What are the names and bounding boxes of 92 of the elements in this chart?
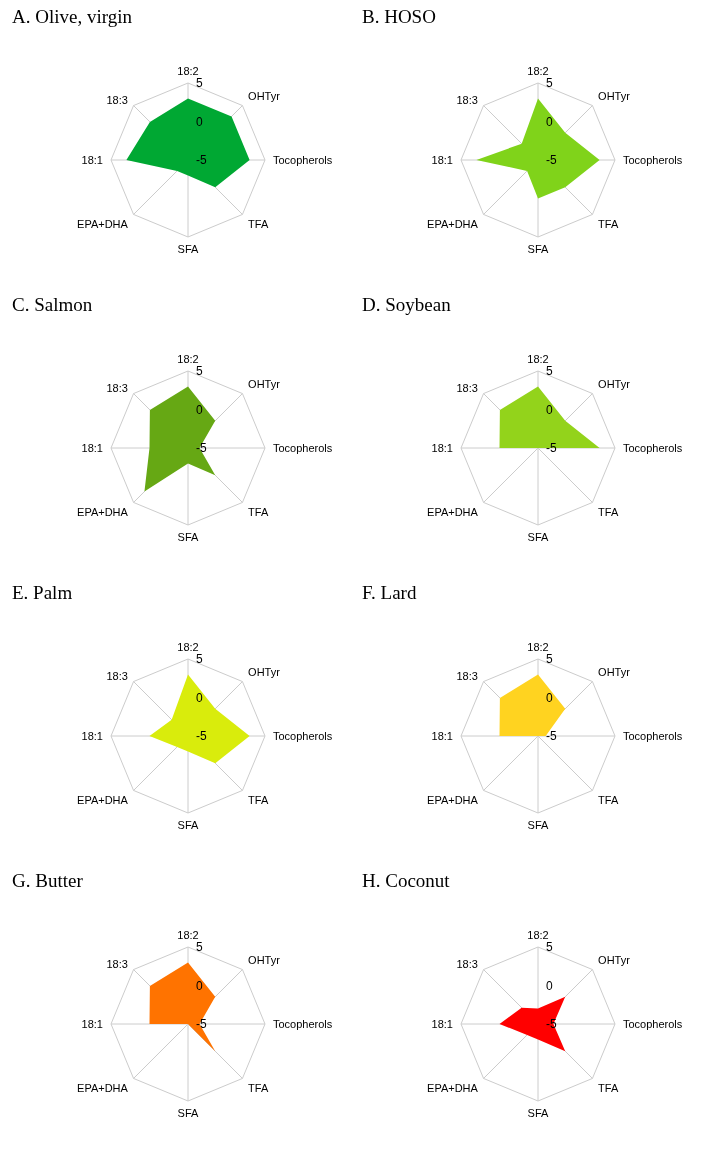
spoke-label: 18:1 xyxy=(81,153,103,166)
y-tick-label: 0 xyxy=(546,114,553,129)
chart-title: F. Lard xyxy=(362,582,417,604)
chart-title: A. Olive, virgin xyxy=(12,6,132,28)
y-tick-label: 0 xyxy=(546,690,553,705)
spoke-label: EPA+DHA xyxy=(77,1081,129,1094)
y-tick-label: 5 xyxy=(546,940,553,954)
spoke-label: 18:1 xyxy=(81,1017,103,1030)
spoke-label: EPA+DHA xyxy=(427,793,479,806)
spoke-label: 18:3 xyxy=(456,93,478,106)
spoke-label: OHTyr xyxy=(598,953,631,966)
spoke-label: TFA xyxy=(598,217,619,230)
y-tick-label: 0 xyxy=(546,978,553,993)
spoke-label: 18:1 xyxy=(431,441,453,454)
y-tick-label: 5 xyxy=(196,940,203,954)
y-tick-label: -5 xyxy=(196,729,207,743)
spoke-label: Tocopherols xyxy=(623,153,683,166)
spoke-label: 18:3 xyxy=(456,381,478,394)
spoke-label: 18:3 xyxy=(106,381,128,394)
y-tick-label: 5 xyxy=(196,364,203,378)
spoke-label: 18:1 xyxy=(81,441,103,454)
y-tick-label: 0 xyxy=(546,402,553,417)
spoke-label: 18:2 xyxy=(527,353,549,365)
spoke-label: SFA xyxy=(177,530,200,543)
spoke-label: OHTyr xyxy=(598,665,631,678)
y-tick-label: -5 xyxy=(546,729,557,743)
spoke-label: 18:2 xyxy=(177,929,199,941)
spoke-label: 18:3 xyxy=(106,669,128,682)
spoke-label: Tocopherols xyxy=(623,1017,683,1030)
spoke-label: SFA xyxy=(527,818,550,831)
spoke-label: 18:2 xyxy=(177,353,199,365)
spoke-label: SFA xyxy=(177,1106,200,1119)
y-tick-label: 0 xyxy=(196,690,203,705)
spoke-label: SFA xyxy=(527,1106,550,1119)
y-tick-label: 5 xyxy=(546,364,553,378)
spoke-label: OHTyr xyxy=(248,89,281,102)
spoke-label: OHTyr xyxy=(598,89,631,102)
spoke-label: 18:1 xyxy=(431,729,453,742)
spoke-label: 18:2 xyxy=(527,929,549,941)
spoke-label: 18:2 xyxy=(177,65,199,77)
chart-title: C. Salmon xyxy=(12,294,93,316)
spoke-label: OHTyr xyxy=(598,377,631,390)
spoke-label: 18:2 xyxy=(527,641,549,653)
spoke-label: TFA xyxy=(248,217,269,230)
spoke-label: Tocopherols xyxy=(273,441,333,454)
spoke-label: Tocopherols xyxy=(273,153,333,166)
chart-title: B. HOSO xyxy=(362,6,436,28)
spoke-label: 18:1 xyxy=(81,729,103,742)
spoke-label: 18:1 xyxy=(431,1017,453,1030)
chart-title: H. Coconut xyxy=(362,870,450,892)
spoke-label: EPA+DHA xyxy=(77,217,129,230)
spoke-label: OHTyr xyxy=(248,377,281,390)
spoke-label: 18:3 xyxy=(106,93,128,106)
spoke-label: EPA+DHA xyxy=(427,217,479,230)
spoke-label: TFA xyxy=(248,1081,269,1094)
spoke-label: EPA+DHA xyxy=(427,505,479,518)
spoke-label: SFA xyxy=(177,242,200,255)
spoke-label: 18:3 xyxy=(106,957,128,970)
spoke-label: 18:3 xyxy=(456,669,478,682)
y-tick-label: 5 xyxy=(196,76,203,90)
spoke-label: SFA xyxy=(527,242,550,255)
spoke-label: Tocopherols xyxy=(623,441,683,454)
y-tick-label: -5 xyxy=(546,153,557,167)
spoke-label: 18:2 xyxy=(527,65,549,77)
y-tick-label: 0 xyxy=(196,402,203,417)
spoke-label: TFA xyxy=(598,793,619,806)
y-tick-label: 0 xyxy=(196,114,203,129)
y-tick-label: 5 xyxy=(546,76,553,90)
spoke-label: TFA xyxy=(248,505,269,518)
spoke-label: 18:1 xyxy=(431,153,453,166)
spoke-label: Tocopherols xyxy=(273,1017,333,1030)
y-tick-label: 5 xyxy=(196,652,203,666)
spoke-label: OHTyr xyxy=(248,665,281,678)
chart-title: G. Butter xyxy=(12,870,83,892)
spoke-label: 18:2 xyxy=(177,641,199,653)
spoke-label: Tocopherols xyxy=(623,729,683,742)
spoke-label: EPA+DHA xyxy=(427,1081,479,1094)
y-tick-label: 0 xyxy=(196,978,203,993)
spoke-label: Tocopherols xyxy=(273,729,333,742)
spoke-label: 18:3 xyxy=(456,957,478,970)
spoke-label: SFA xyxy=(177,818,200,831)
spoke-label: TFA xyxy=(248,793,269,806)
spoke-label: TFA xyxy=(598,505,619,518)
y-tick-label: -5 xyxy=(196,153,207,167)
chart-title: E. Palm xyxy=(12,582,73,604)
spoke-label: TFA xyxy=(598,1081,619,1094)
spoke-label: EPA+DHA xyxy=(77,505,129,518)
spoke-label: SFA xyxy=(527,530,550,543)
y-tick-label: 5 xyxy=(546,652,553,666)
spoke-label: OHTyr xyxy=(248,953,281,966)
chart-title: D. Soybean xyxy=(362,294,451,316)
spoke-label: EPA+DHA xyxy=(77,793,129,806)
